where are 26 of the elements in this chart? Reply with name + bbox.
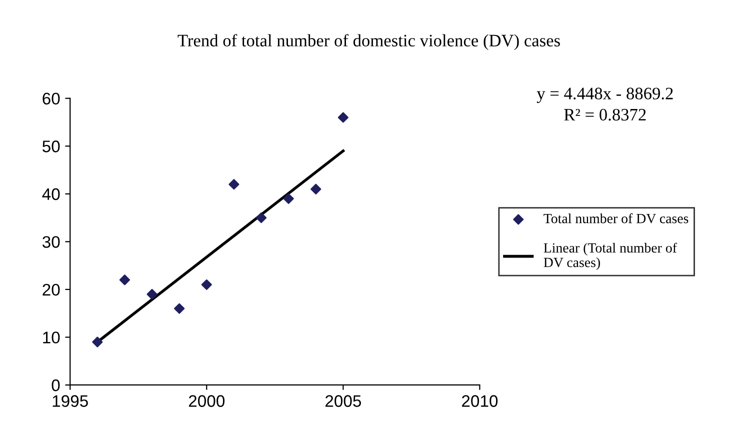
y-tick-label: 20: [42, 284, 60, 296]
x-tick-label: 2000: [188, 395, 225, 407]
point: [201, 279, 212, 290]
y-tick-label: 0: [52, 379, 60, 392]
x-tick-label: 2010: [462, 395, 498, 407]
point: [256, 212, 267, 224]
text: y = 4.448x - 8869.2: [536, 88, 673, 103]
y-tick-label: 60: [42, 92, 60, 105]
x-tick-label: 2005: [325, 395, 362, 407]
point: [119, 274, 130, 286]
point: [174, 303, 185, 314]
chart-title: Trend of total number of domestic violence (DV) cases: [178, 34, 560, 50]
legend-label: Total number of DV cases: [544, 213, 688, 224]
point: [146, 288, 158, 300]
y-tick-label: 10: [43, 332, 60, 344]
point: [92, 336, 103, 348]
point: [228, 179, 240, 190]
text: R² = 0.8372: [564, 108, 646, 121]
point: [310, 184, 322, 194]
point: [283, 193, 294, 204]
x-tick-label: 1995: [52, 395, 88, 407]
legend-label: Linear (Total number of DV cases): [544, 242, 677, 270]
y-tick-label: 50: [42, 140, 60, 152]
y-tick-label: 30: [42, 236, 60, 248]
point: [338, 112, 348, 123]
y-tick-label: 40: [42, 188, 60, 200]
